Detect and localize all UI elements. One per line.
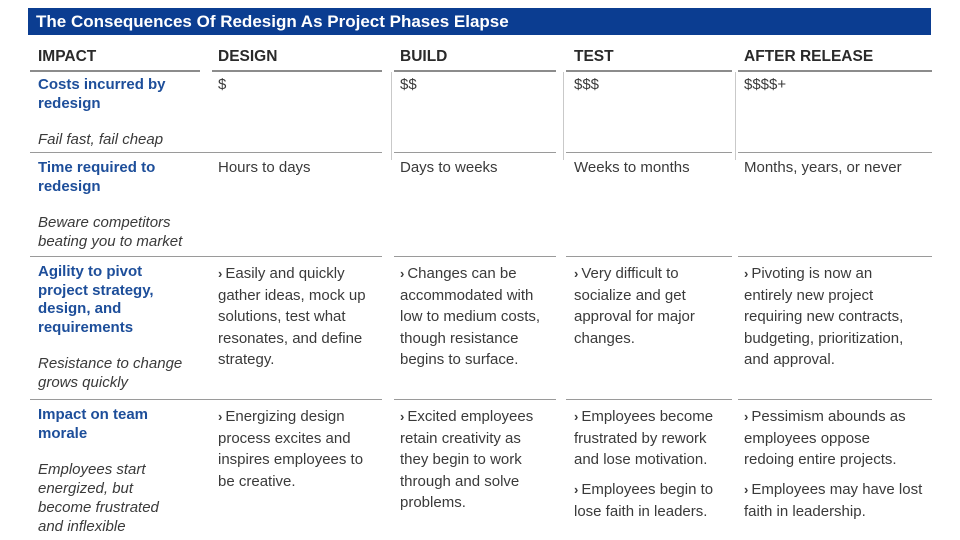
bullet-chevron-icon: ›	[574, 482, 579, 497]
cell-design-morale: › Energizing design process excites and i…	[218, 408, 364, 490]
column-divider	[735, 72, 736, 160]
row-divider	[738, 399, 932, 400]
cell-build-time: Days to weeks	[400, 159, 498, 176]
header-rule	[566, 70, 732, 72]
cell-test-agility: › Very difficult to socialize and get app…	[574, 265, 695, 347]
header-rule	[394, 70, 556, 72]
row-divider	[738, 152, 932, 153]
row-divider	[394, 256, 556, 257]
impact-note-costs: Fail fast, fail cheap	[38, 131, 164, 148]
bullet-chevron-icon: ›	[744, 409, 749, 424]
cell-build-morale: › Excited employees retain creativity as …	[400, 408, 534, 511]
impact-agility: Agility to pivot project strategy, desig…	[38, 263, 154, 336]
row-divider	[566, 256, 732, 257]
impact-time: Time required to redesign	[38, 159, 156, 195]
cell-after-agility: › Pivoting is now an entirely new project…	[744, 265, 904, 368]
cell-after-costs: $$$$+	[744, 76, 787, 93]
cell-design-agility: › Easily and quickly gather ideas, mock u…	[218, 265, 366, 368]
bullet-chevron-icon: ›	[744, 266, 749, 281]
impact-note-morale: Employees start energized, but become fr…	[38, 461, 159, 535]
row-divider	[30, 152, 382, 153]
column-divider	[563, 72, 564, 160]
bullet-chevron-icon: ›	[218, 266, 223, 281]
header-rule	[212, 70, 382, 72]
cell-test-time: Weeks to months	[574, 159, 690, 176]
cell-test-morale: › Employees become frustrated by rework a…	[574, 408, 714, 468]
cell-after-morale-2: › Employees may have lost faith in leader…	[744, 481, 923, 520]
impact-costs: Costs incurred by redesign	[38, 76, 166, 112]
row-divider	[566, 152, 732, 153]
bullet-chevron-icon: ›	[744, 482, 749, 497]
cell-after-time: Months, years, or never	[744, 159, 902, 176]
row-divider	[30, 256, 382, 257]
row-divider	[394, 399, 556, 400]
header-after-release: AFTER RELEASE	[744, 48, 874, 65]
bullet-chevron-icon: ›	[574, 266, 579, 281]
header-impact: IMPACT	[38, 48, 97, 65]
cell-build-agility: › Changes can be accommodated with low to…	[400, 265, 541, 368]
cell-build-costs: $$	[400, 76, 417, 93]
impact-note-time: Beware competitors beating you to market	[38, 214, 183, 250]
header-test: TEST	[574, 48, 614, 65]
header-design: DESIGN	[218, 48, 278, 65]
cell-design-costs: $	[218, 76, 227, 93]
impact-morale: Impact on team morale	[38, 406, 149, 442]
bullet-chevron-icon: ›	[574, 409, 579, 424]
row-divider	[394, 152, 556, 153]
bullet-chevron-icon: ›	[400, 266, 405, 281]
cell-test-morale-2: › Employees begin to lose faith in leader…	[574, 481, 714, 520]
bullet-chevron-icon: ›	[400, 409, 405, 424]
cell-test-costs: $$$	[574, 76, 600, 93]
row-divider	[30, 399, 382, 400]
bullet-chevron-icon: ›	[218, 409, 223, 424]
row-divider	[738, 256, 932, 257]
cell-design-time: Hours to days	[218, 159, 311, 176]
row-divider	[566, 399, 732, 400]
header-rule	[738, 70, 932, 72]
column-divider	[391, 72, 392, 160]
cell-after-morale: › Pessimism abounds as employees oppose r…	[744, 408, 906, 468]
page-title: The Consequences Of Redesign As Project …	[28, 8, 931, 35]
header-build: BUILD	[400, 48, 448, 65]
impact-note-agility: Resistance to change grows quickly	[38, 355, 183, 391]
header-rule	[30, 70, 200, 72]
